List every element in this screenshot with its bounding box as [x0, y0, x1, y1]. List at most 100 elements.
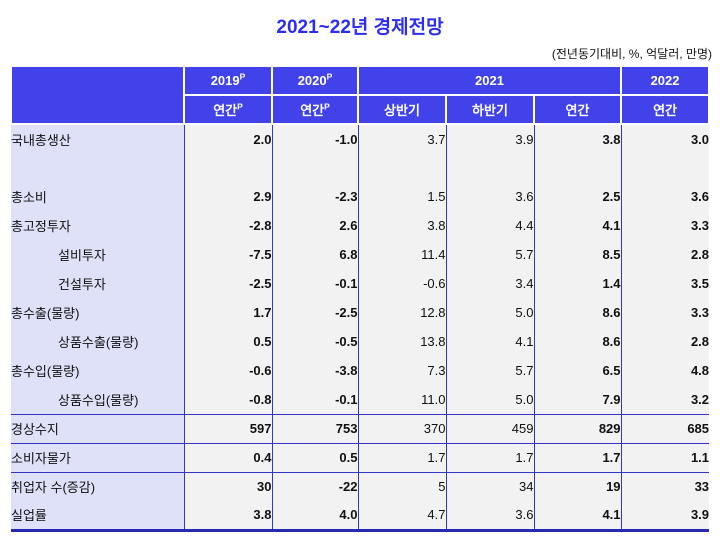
value-cell: 3.9 — [621, 501, 710, 532]
value-cell: 7.9 — [534, 385, 622, 414]
value-cell: -0.1 — [272, 269, 359, 298]
value-cell: 4.1 — [446, 327, 535, 356]
value-cell: 1.5 — [358, 182, 447, 211]
value-cell: 3.6 — [621, 182, 710, 211]
row-label: 실업률 — [11, 501, 185, 532]
forecast-table: 2019P 2020P 2021 2022 연간P 연간P 상반기 하반기 연간… — [10, 65, 711, 532]
value-cell: -0.8 — [184, 385, 273, 414]
value-cell: 5.7 — [446, 240, 535, 269]
value-cell: 11.0 — [358, 385, 447, 414]
value-cell: 753 — [272, 413, 359, 443]
row-label: 상품수출(물량) — [11, 327, 185, 356]
table-row: 소비자물가 0.4 0.5 1.7 1.7 1.7 1.1 — [11, 442, 710, 472]
value-cell: 2.8 — [621, 327, 710, 356]
value-cell: 4.4 — [446, 211, 535, 240]
value-cell: 2.5 — [534, 182, 622, 211]
table-row: 상품수출(물량) 0.5 -0.5 13.8 4.1 8.6 2.8 — [11, 327, 710, 356]
value-cell: 0.4 — [184, 442, 273, 472]
unit-note: (전년동기대비, %, 억달러, 만명) — [551, 47, 712, 61]
value-cell: 685 — [621, 413, 710, 443]
row-label: 총수입(물량) — [11, 356, 185, 385]
value-cell: 34 — [446, 471, 535, 501]
value-cell: 3.8 — [534, 124, 622, 153]
value-cell — [358, 153, 447, 182]
value-cell: 12.8 — [358, 298, 447, 327]
value-cell: 1.4 — [534, 269, 622, 298]
table-row: 총고정투자 -2.8 2.6 3.8 4.4 4.1 3.3 — [11, 211, 710, 240]
value-cell: -3.8 — [272, 356, 359, 385]
subcol-header-2019-annual: 연간P — [183, 94, 273, 125]
value-cell: 13.8 — [358, 327, 447, 356]
row-label — [11, 153, 185, 182]
row-label: 국내총생산 — [11, 124, 185, 153]
value-cell: 6.8 — [272, 240, 359, 269]
value-cell: 6.5 — [534, 356, 622, 385]
value-cell: 19 — [534, 471, 622, 501]
value-cell: 4.8 — [621, 356, 710, 385]
year-header-row: 2019P 2020P 2021 2022 — [10, 65, 711, 125]
subcol-header-2021-annual: 연간 — [532, 94, 623, 125]
value-cell — [184, 153, 273, 182]
value-cell: 8.5 — [534, 240, 622, 269]
row-label: 설비투자 — [11, 240, 185, 269]
row-label: 경상수지 — [11, 413, 185, 443]
subcol-header-2020-annual: 연간P — [271, 94, 359, 125]
table-row: 국내총생산 2.0 -1.0 3.7 3.9 3.8 3.0 — [11, 124, 710, 153]
value-cell: 8.6 — [534, 298, 622, 327]
subcol-header-2022-annual: 연간 — [620, 94, 711, 125]
value-cell: 33 — [621, 471, 710, 501]
value-cell: -2.8 — [184, 211, 273, 240]
value-cell: -0.1 — [272, 385, 359, 414]
corner-cell — [10, 65, 185, 125]
table-row: 상품수입(물량) -0.8 -0.1 11.0 5.0 7.9 3.2 — [11, 385, 710, 414]
value-cell: 2.6 — [272, 211, 359, 240]
col-header-2022: 2022 — [620, 65, 711, 96]
value-cell: 30 — [184, 471, 273, 501]
value-cell: 1.7 — [358, 442, 447, 472]
value-cell: -7.5 — [184, 240, 273, 269]
value-cell: 459 — [446, 413, 535, 443]
value-cell: 3.6 — [446, 501, 535, 532]
value-cell: 2.0 — [184, 124, 273, 153]
value-cell: -2.3 — [272, 182, 359, 211]
table-row: 총수입(물량) -0.6 -3.8 7.3 5.7 6.5 4.8 — [11, 356, 710, 385]
table-row: 경상수지 597 753 370 459 829 685 — [11, 413, 710, 443]
value-cell: 0.5 — [184, 327, 273, 356]
footnote: 주: p는 잠정치임. — [14, 538, 720, 542]
row-label: 총소비 — [11, 182, 185, 211]
value-cell — [534, 153, 622, 182]
value-cell — [272, 153, 359, 182]
value-cell: 3.4 — [446, 269, 535, 298]
value-cell: 1.1 — [621, 442, 710, 472]
table-row: 총수출(물량) 1.7 -2.5 12.8 5.0 8.6 3.3 — [11, 298, 710, 327]
subcol-header-2021-h1: 상반기 — [357, 94, 447, 125]
row-label: 소비자물가 — [11, 442, 185, 472]
col-header-2020: 2020P — [271, 65, 359, 96]
value-cell: -22 — [272, 471, 359, 501]
value-cell: 829 — [534, 413, 622, 443]
value-cell: 1.7 — [534, 442, 622, 472]
period-header-row: 연간P 연간P 상반기 하반기 연간 연간 — [11, 94, 711, 125]
value-cell — [446, 153, 535, 182]
value-cell: -0.5 — [272, 327, 359, 356]
value-cell: 11.4 — [358, 240, 447, 269]
table-row: 취업자 수(증감) 30 -22 5 34 19 33 — [11, 471, 710, 501]
value-cell: 1.7 — [184, 298, 273, 327]
value-cell: 4.0 — [272, 501, 359, 532]
value-cell: 3.3 — [621, 298, 710, 327]
value-cell: -2.5 — [184, 269, 273, 298]
value-cell: 4.1 — [534, 211, 622, 240]
value-cell: -0.6 — [184, 356, 273, 385]
value-cell: 3.5 — [621, 269, 710, 298]
value-cell: 597 — [184, 413, 273, 443]
value-cell: 370 — [358, 413, 447, 443]
col-header-2021: 2021 — [356, 65, 623, 96]
value-cell: 5.0 — [446, 385, 535, 414]
row-label: 취업자 수(증감) — [11, 471, 185, 501]
value-cell — [621, 153, 710, 182]
page-title: 2021~22년 경제전망 — [276, 17, 444, 38]
value-cell: 3.8 — [358, 211, 447, 240]
value-cell: 0.5 — [272, 442, 359, 472]
row-label: 상품수입(물량) — [11, 385, 185, 414]
